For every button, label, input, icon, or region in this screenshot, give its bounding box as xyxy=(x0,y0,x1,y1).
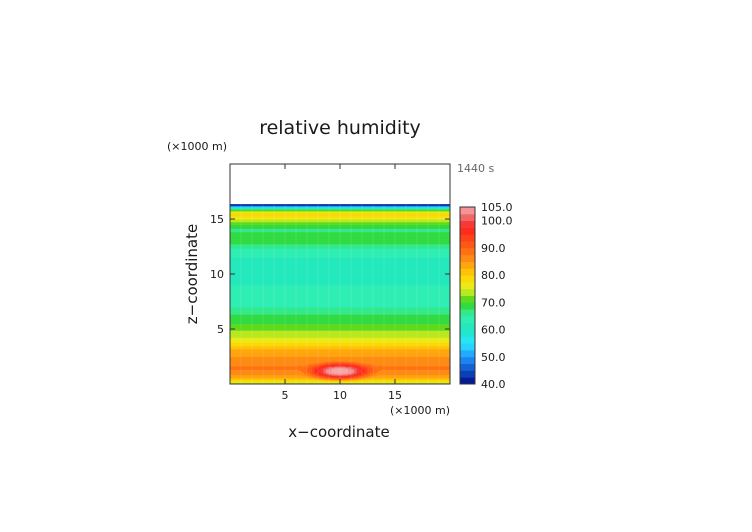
colorbar-label: 100.0 xyxy=(481,215,513,228)
bubble-cell xyxy=(370,362,374,364)
colorbar-label: 80.0 xyxy=(481,269,506,282)
bubble-cell xyxy=(375,364,379,366)
colorbar-swatch xyxy=(460,241,475,249)
bubble-cell xyxy=(326,359,330,361)
colorbar-swatch xyxy=(460,329,475,337)
contour-field xyxy=(230,164,450,384)
x-tick-label: 15 xyxy=(388,389,402,402)
bubble-cell xyxy=(307,362,311,364)
bubble-cell xyxy=(312,360,316,363)
colorbar-swatch xyxy=(460,322,475,331)
x-tick-label: 10 xyxy=(333,389,347,402)
bubble-cell xyxy=(356,359,360,361)
bubble-cell xyxy=(315,360,319,362)
y-tick-label: 5 xyxy=(217,323,224,336)
bubble-cell xyxy=(378,365,382,367)
x-unit-label: (×1000 m) xyxy=(390,404,450,417)
bubble-cell xyxy=(340,358,344,360)
bubble-cell xyxy=(359,360,363,362)
y-unit-label: (×1000 m) xyxy=(167,140,227,153)
colorbar-swatch xyxy=(460,288,475,296)
bubble-cell xyxy=(337,358,341,360)
y-tick-label: 10 xyxy=(210,268,224,281)
colorbar-frame xyxy=(459,206,476,385)
colorbar-label: 105.0 xyxy=(481,201,513,214)
bubble-cell xyxy=(364,360,368,363)
colorbar-swatch xyxy=(460,268,475,276)
bubble-cell xyxy=(342,358,346,360)
x-axis-title: x−coordinate xyxy=(288,423,389,441)
bubble-cell xyxy=(296,368,300,370)
colorbar-swatch xyxy=(460,377,475,385)
colorbar-swatch xyxy=(460,254,475,262)
colorbar-swatch xyxy=(460,349,475,358)
colorbar-swatch xyxy=(460,220,475,228)
colorbar-swatch xyxy=(460,227,475,235)
bubble-cell xyxy=(351,359,355,361)
time-label: 1440 s xyxy=(457,162,494,175)
colorbar-label: 40.0 xyxy=(481,378,506,391)
colorbar-swatch xyxy=(460,302,475,310)
colorbar-swatch xyxy=(460,234,475,242)
colorbar-label: 70.0 xyxy=(481,296,506,309)
bubble-cell xyxy=(318,360,322,362)
colorbar-swatch xyxy=(460,281,475,290)
bubble-cell xyxy=(373,363,377,365)
bubble-cell xyxy=(298,365,302,367)
colorbar-swatch xyxy=(460,336,475,344)
chart-title: relative humidity xyxy=(259,117,421,139)
contour-cell xyxy=(230,204,450,206)
colorbar-swatch xyxy=(460,363,475,371)
colorbar-swatch xyxy=(460,213,475,222)
colorbar-swatch xyxy=(460,295,475,303)
colorbar-swatch xyxy=(460,309,475,317)
colorbar-label: 50.0 xyxy=(481,351,506,364)
colorbar-swatch xyxy=(460,261,475,269)
colorbar-swatch xyxy=(460,356,475,365)
colorbar-swatch xyxy=(460,315,475,324)
colorbar-label: 60.0 xyxy=(481,324,506,337)
colorbar-swatch xyxy=(460,207,475,215)
bubble-cell xyxy=(301,364,305,366)
x-tick-label: 5 xyxy=(282,389,289,402)
bubble-cell xyxy=(348,359,352,361)
colorbar-swatch xyxy=(460,343,475,351)
bubble-cell xyxy=(323,359,327,361)
bubble-cell xyxy=(304,363,308,365)
bubble-cell xyxy=(334,358,338,360)
bubble-cell xyxy=(345,358,349,360)
colorbar-swatch xyxy=(460,370,475,378)
y-tick-label: 15 xyxy=(210,213,224,226)
colorbar-swatch xyxy=(460,247,475,256)
bubble-cell xyxy=(309,361,313,363)
bubble-cell xyxy=(331,358,335,360)
bubble-cell xyxy=(362,360,366,362)
bubble-cell xyxy=(353,359,357,361)
bubble-cell xyxy=(329,359,333,361)
x-axis: 5 10 15 xyxy=(282,164,402,402)
bubble-cell xyxy=(320,359,324,361)
y-axis-title: z−coordinate xyxy=(183,224,201,324)
colorbar-label: 90.0 xyxy=(481,242,506,255)
bubble-cell xyxy=(381,368,385,370)
y-axis: 5 10 15 xyxy=(210,213,450,336)
bubble-cell xyxy=(367,361,371,363)
colorbar-swatch xyxy=(460,275,475,283)
